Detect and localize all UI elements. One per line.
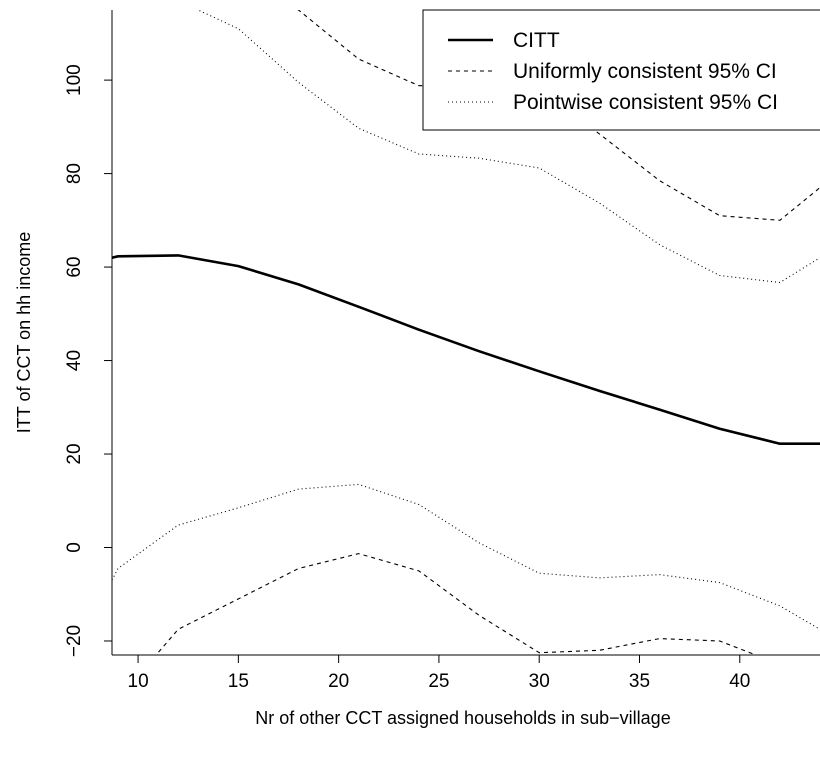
x-axis-ticks: 10 15 20 25 30 35 40 (128, 655, 750, 692)
x-tick-label: 10 (128, 671, 149, 692)
legend-label: CITT (513, 29, 560, 52)
x-tick-label: 15 (228, 671, 249, 692)
legend-box (422, 9, 820, 131)
x-tick-label: 40 (729, 671, 750, 692)
y-tick-label: 100 (64, 64, 85, 96)
y-tick-label: 80 (64, 163, 85, 184)
x-tick-label: 30 (529, 671, 550, 692)
x-tick-label: 35 (629, 671, 650, 692)
legend: CITT Uniformly consistent 95% CI Pointwise… (422, 9, 820, 131)
y-tick-label: 60 (64, 256, 85, 277)
x-axis-title: Nr of other CCT assigned households in s… (255, 708, 670, 728)
x-tick-label: 25 (428, 671, 449, 692)
legend-label: Pointwise consistent 95% CI (513, 91, 778, 114)
legend-label: Uniformly consistent 95% CI (513, 60, 777, 83)
y-tick-label: −20 (64, 625, 85, 657)
y-tick-label: 20 (64, 443, 85, 464)
series-line-2 (155, 553, 758, 655)
y-tick-label: 0 (64, 542, 85, 553)
series-line-4 (112, 483, 820, 630)
y-axis-ticks: −20 0 20 40 60 80 100 (64, 64, 112, 657)
series-line-0 (112, 254, 820, 445)
series-line-3 (196, 10, 820, 284)
y-tick-label: 40 (64, 350, 85, 371)
x-tick-label: 20 (328, 671, 349, 692)
y-axis-title: ITT of CCT on hh income (14, 232, 34, 433)
